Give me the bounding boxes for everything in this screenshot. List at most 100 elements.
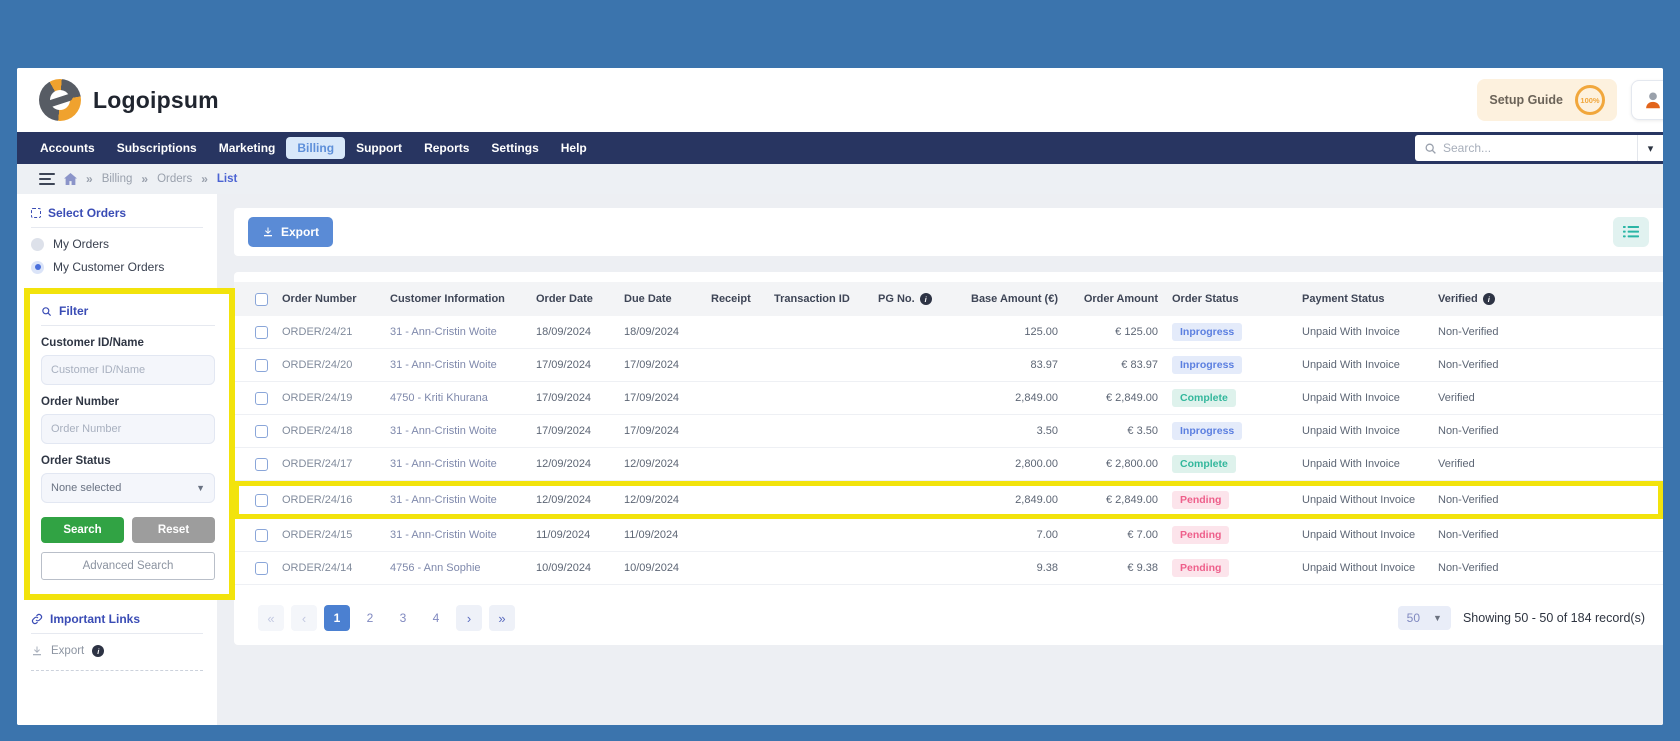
- cell-order-status: Inprogress: [1166, 323, 1296, 341]
- cell-customer-information[interactable]: 4750 - Kriti Khurana: [384, 392, 530, 404]
- setup-progress-badge: 100%: [1575, 85, 1605, 115]
- customer-id-name-input[interactable]: [41, 355, 215, 385]
- chevron-down-icon: ▾: [1648, 142, 1654, 155]
- cell-payment-status: Unpaid Without Invoice: [1296, 494, 1432, 506]
- field-label-order-number: Order Number: [41, 396, 215, 408]
- advanced-search-button[interactable]: Advanced Search: [41, 552, 215, 580]
- orders-table-card: Order NumberCustomer InformationOrder Da…: [234, 272, 1663, 645]
- column-header-order-amount: Order Amount: [1066, 293, 1166, 305]
- nav-item-settings[interactable]: Settings: [480, 137, 549, 159]
- cell-payment-status: Unpaid With Invoice: [1296, 392, 1432, 404]
- cell-customer-information[interactable]: 31 - Ann-Cristin Woite: [384, 326, 530, 338]
- info-icon: i: [1483, 293, 1495, 305]
- nav-item-marketing[interactable]: Marketing: [208, 137, 287, 159]
- cell-order-number[interactable]: ORDER/24/16: [276, 494, 384, 506]
- nav-item-help[interactable]: Help: [550, 137, 598, 159]
- row-checkbox[interactable]: [255, 494, 268, 507]
- filter-search-icon: [41, 306, 52, 317]
- pagination-page-1[interactable]: 1: [324, 605, 350, 631]
- cell-customer-information[interactable]: 31 - Ann-Cristin Woite: [384, 359, 530, 371]
- chevron-down-icon: ▼: [196, 483, 205, 493]
- field-label-customer-id-name: Customer ID/Name: [41, 337, 215, 349]
- row-checkbox[interactable]: [255, 425, 268, 438]
- cell-order-status: Complete: [1166, 455, 1296, 473]
- cell-customer-information[interactable]: 31 - Ann-Cristin Woite: [384, 425, 530, 437]
- nav-item-support[interactable]: Support: [345, 137, 413, 159]
- sidebar-toggle-icon[interactable]: [39, 173, 55, 185]
- table-row-order-24-16: ORDER/24/1631 - Ann-Cristin Woite12/09/2…: [234, 481, 1663, 519]
- nav-item-accounts[interactable]: Accounts: [29, 137, 106, 159]
- cell-base-amount: 2,849.00: [946, 494, 1066, 506]
- pagination-first-button[interactable]: «: [258, 605, 284, 631]
- pagination-last-button[interactable]: »: [489, 605, 515, 631]
- row-checkbox-cell: [246, 562, 276, 575]
- row-checkbox[interactable]: [255, 529, 268, 542]
- footer-right: 50 ▼ Showing 50 - 50 of 184 record(s): [1398, 606, 1645, 630]
- cell-order-number[interactable]: ORDER/24/15: [276, 529, 384, 541]
- search-input[interactable]: [1443, 135, 1637, 161]
- cell-order-number[interactable]: ORDER/24/21: [276, 326, 384, 338]
- main-content: Export Order NumberCustomer InformationO…: [217, 194, 1663, 725]
- select-all-checkbox[interactable]: [255, 293, 268, 306]
- breadcrumb-orders[interactable]: Orders: [157, 173, 192, 185]
- cell-order-number[interactable]: ORDER/24/20: [276, 359, 384, 371]
- cell-customer-information[interactable]: 31 - Ann-Cristin Woite: [384, 458, 530, 470]
- cell-order-amount: € 125.00: [1066, 326, 1166, 338]
- search-scope-dropdown[interactable]: ▾: [1637, 135, 1663, 161]
- breadcrumb-list[interactable]: List: [217, 173, 237, 185]
- nav-item-reports[interactable]: Reports: [413, 137, 480, 159]
- row-checkbox[interactable]: [255, 326, 268, 339]
- cell-verified: Non-Verified: [1432, 529, 1651, 541]
- setup-guide-button[interactable]: Setup Guide 100%: [1477, 79, 1617, 121]
- status-badge: Complete: [1172, 389, 1236, 407]
- row-checkbox-cell: [246, 425, 276, 438]
- home-icon[interactable]: [64, 173, 77, 185]
- person-icon: [1642, 89, 1663, 111]
- cell-order-date: 17/09/2024: [530, 425, 618, 437]
- breadcrumb-billing[interactable]: Billing: [102, 173, 133, 185]
- cell-order-number[interactable]: ORDER/24/17: [276, 458, 384, 470]
- export-button[interactable]: Export: [248, 217, 333, 247]
- cell-order-date: 18/09/2024: [530, 326, 618, 338]
- cell-order-number[interactable]: ORDER/24/19: [276, 392, 384, 404]
- nav-item-subscriptions[interactable]: Subscriptions: [106, 137, 208, 159]
- cell-order-number[interactable]: ORDER/24/14: [276, 562, 384, 574]
- radio-my-orders[interactable]: My Orders: [31, 237, 203, 251]
- search-button[interactable]: Search: [41, 517, 124, 543]
- filter-title: Filter: [41, 304, 215, 326]
- table-row-order-24-14: ORDER/24/144756 - Ann Sophie10/09/202410…: [234, 552, 1663, 585]
- row-checkbox[interactable]: [255, 359, 268, 372]
- top-bar: Logoipsum Setup Guide 100%: [17, 68, 1663, 132]
- reset-button[interactable]: Reset: [132, 517, 215, 543]
- user-avatar-button[interactable]: [1631, 80, 1663, 120]
- cell-order-date: 10/09/2024: [530, 562, 618, 574]
- cell-verified: Verified: [1432, 458, 1651, 470]
- row-checkbox[interactable]: [255, 392, 268, 405]
- cell-customer-information[interactable]: 31 - Ann-Cristin Woite: [384, 494, 530, 506]
- pagination-next-button[interactable]: ›: [456, 605, 482, 631]
- column-label: Receipt: [711, 293, 751, 305]
- order-number-input[interactable]: [41, 414, 215, 444]
- cell-customer-information[interactable]: 31 - Ann-Cristin Woite: [384, 529, 530, 541]
- page-size-dropdown[interactable]: 50 ▼: [1398, 606, 1451, 630]
- column-label: Transaction ID: [774, 293, 850, 305]
- list-view-toggle-button[interactable]: [1613, 217, 1649, 247]
- sidebar-export-link[interactable]: Export i: [31, 645, 203, 657]
- nav-item-billing[interactable]: Billing: [286, 137, 345, 159]
- cell-customer-information[interactable]: 4756 - Ann Sophie: [384, 562, 530, 574]
- cell-due-date: 11/09/2024: [618, 529, 705, 541]
- table-row-order-24-19: ORDER/24/194750 - Kriti Khurana17/09/202…: [234, 382, 1663, 415]
- pagination-prev-button[interactable]: ‹: [291, 605, 317, 631]
- cell-base-amount: 9.38: [946, 562, 1066, 574]
- pagination-page-2[interactable]: 2: [357, 605, 383, 631]
- pagination-page-4[interactable]: 4: [423, 605, 449, 631]
- sidebar-export-label: Export: [51, 645, 84, 657]
- order-status-select[interactable]: None selected▼: [41, 473, 215, 503]
- row-checkbox[interactable]: [255, 458, 268, 471]
- cell-order-number[interactable]: ORDER/24/18: [276, 425, 384, 437]
- chevron-down-icon: ▼: [1433, 613, 1442, 623]
- row-checkbox-cell: [246, 359, 276, 372]
- row-checkbox[interactable]: [255, 562, 268, 575]
- radio-my-customer-orders[interactable]: My Customer Orders: [31, 260, 203, 274]
- pagination-page-3[interactable]: 3: [390, 605, 416, 631]
